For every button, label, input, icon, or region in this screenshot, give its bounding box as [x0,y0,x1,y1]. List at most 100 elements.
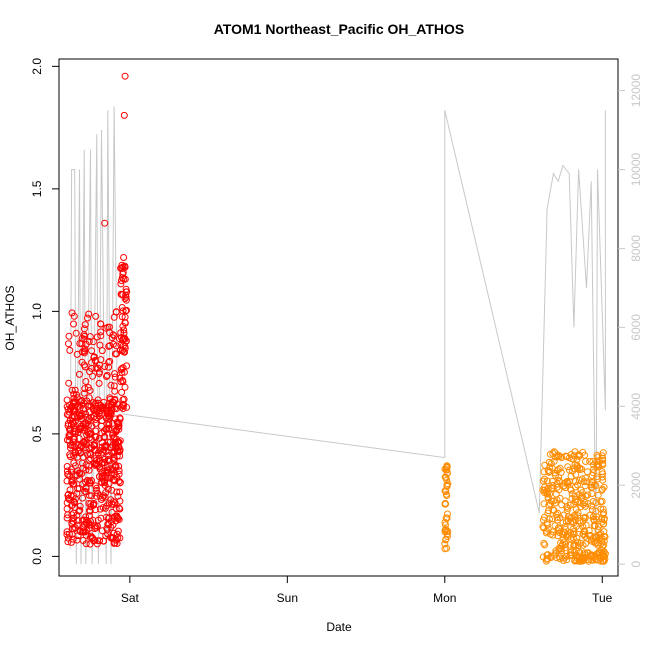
flight1-point [90,499,98,507]
flight2-point [600,541,608,549]
flight1-point [115,504,123,512]
flight2-point [566,541,574,549]
flight2-point [578,489,586,497]
flight1-point [105,457,113,465]
flight2-point [600,520,608,528]
flight1-point [65,379,73,387]
flight1-point [106,474,114,482]
flight2-point [441,473,449,481]
flight2-point [441,487,449,495]
flight1-point [121,295,129,303]
flight1-point [67,425,74,433]
flight1-point [81,528,89,536]
flight1-point [64,491,72,499]
flight1-point [66,346,74,354]
flight2-point [541,483,549,491]
flight1-point [108,508,116,516]
flight1-point [113,443,121,450]
flight2-point [571,492,579,500]
flight2-point [582,474,590,482]
flight2-point [444,469,451,477]
flight1-point [109,521,117,529]
flight2-point [574,498,581,506]
flight2-point [575,451,583,459]
flight1-point [97,514,105,522]
flight1-point [114,527,122,535]
flight2-point [557,545,565,553]
flight2-point [588,506,596,514]
flight1-point [118,274,126,282]
flight2-point [549,515,557,523]
flight1-point [68,414,76,422]
flight2-point [599,511,607,519]
flight1-point [70,443,78,450]
flight2-point [562,540,569,548]
flight1-point [85,338,93,345]
flight1-point [73,490,81,497]
x-tick-label: Sat [121,591,140,605]
flight1-point [69,518,77,525]
flight2-point [541,489,548,496]
flight1-point [101,442,109,450]
flight2-point [554,527,562,535]
flight1-point [77,449,85,457]
flight1-point [97,328,105,336]
flight1-point [66,430,74,438]
flight2-point [598,452,606,460]
flight1-point [106,357,114,365]
flight1-point [73,391,80,399]
flight2-point [571,513,579,520]
flight1-point [98,496,105,503]
flight1-point [74,485,82,493]
flight1-point [107,403,115,411]
flight2-point [571,548,578,556]
flight1-point [116,497,124,505]
flight2-point [591,522,599,530]
flight2-point [578,475,586,483]
flight1-point [121,334,129,342]
flight2-point [540,475,548,483]
flight1-point [118,388,126,396]
flight2-point [540,513,548,521]
flight1-point [75,370,83,378]
flight1-point [98,479,106,487]
flight1-point [82,444,90,451]
flight1-point [68,309,76,317]
flight2-point [600,548,608,556]
flight1-point [111,370,119,378]
flight1-point [86,450,94,457]
flight2-point [589,513,597,521]
flight1-point [102,532,110,540]
flight1-point [67,465,75,473]
flight2-point [569,534,577,542]
flight1-point [108,534,116,542]
flight1-point [101,363,109,370]
flight1-point [100,433,108,441]
flight1-point [85,430,93,438]
flight1-point [88,347,96,355]
y-tick-label: 0.0 [30,548,44,565]
x-tick-label: Tue [592,591,613,605]
flight1-point [115,516,123,523]
flight1-point [105,358,113,366]
flight2-point [593,460,601,468]
flight1-point [97,505,104,513]
flight1-point [93,333,101,341]
flight1-point [68,511,76,519]
flight1-point [78,334,86,342]
flight1-point [99,404,107,412]
flight2-point [441,528,449,536]
flight1-point [71,499,79,507]
flight1-point [121,263,129,271]
flight1-point [78,358,86,366]
flight1-point [75,469,83,477]
flight1-point [108,466,116,474]
flight1-point [66,451,74,459]
flight1-point [93,522,101,530]
flight2-point [567,451,575,458]
flight1-point [116,415,124,423]
flight1-point [81,345,89,353]
flight1-point [118,277,125,284]
flight1-point [63,514,71,522]
